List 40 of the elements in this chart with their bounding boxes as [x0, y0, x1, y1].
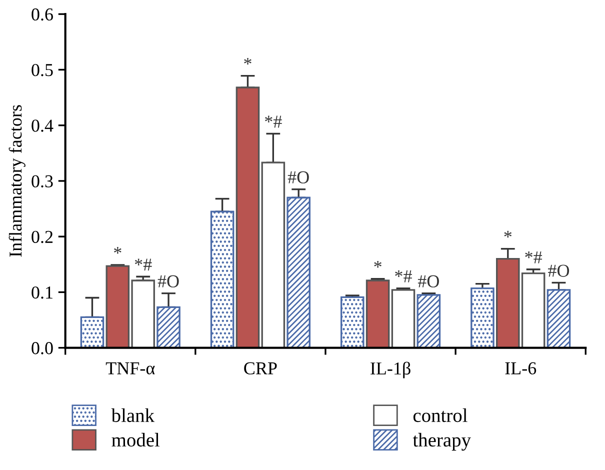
data-label: *: [504, 230, 512, 238]
data-label: *: [374, 260, 382, 268]
data-label: *: [114, 247, 122, 254]
data-label: *#: [134, 258, 152, 271]
bar: [340, 296, 364, 348]
bar: [156, 306, 180, 348]
bar: [391, 289, 416, 348]
bar: [80, 316, 104, 348]
y-tick-label: 0.0: [32, 342, 53, 354]
data-label: #O: [548, 264, 570, 277]
data-label: *#: [265, 116, 282, 128]
bar: [236, 86, 260, 348]
data-label: #O: [418, 275, 439, 288]
bar: [286, 196, 310, 348]
legend-label: control: [413, 408, 468, 422]
bar: [210, 210, 234, 348]
data-label: #O: [288, 171, 309, 184]
legend-label: blank: [111, 408, 155, 422]
legend-label: model: [112, 432, 160, 447]
bar: [261, 162, 286, 348]
y-tick-label: 0.5: [32, 64, 53, 76]
y-tick-label: 0.2: [32, 230, 53, 244]
y-tick-label: 0.6: [32, 8, 53, 21]
bar: [546, 289, 571, 348]
y-axis-title: Inflammatory factors: [8, 105, 26, 257]
y-tick-label: 0.3: [32, 175, 53, 188]
x-tick-label: CRP: [244, 362, 277, 374]
x-tick-label: TNF-α: [106, 362, 155, 374]
data-label: *#: [395, 270, 412, 282]
x-tick-label: IL-6: [505, 362, 536, 374]
x-tick-label: IL-1β: [370, 362, 410, 378]
bar: [416, 294, 441, 348]
data-label: #O: [158, 275, 179, 288]
bar: [470, 287, 494, 348]
data-label: *: [244, 58, 252, 65]
bar: [366, 280, 390, 348]
legend-label: therapy: [412, 432, 471, 451]
y-tick-label: 0.1: [32, 286, 52, 299]
data-label: *#: [525, 251, 542, 264]
y-tick-label: 0.4: [32, 120, 54, 132]
